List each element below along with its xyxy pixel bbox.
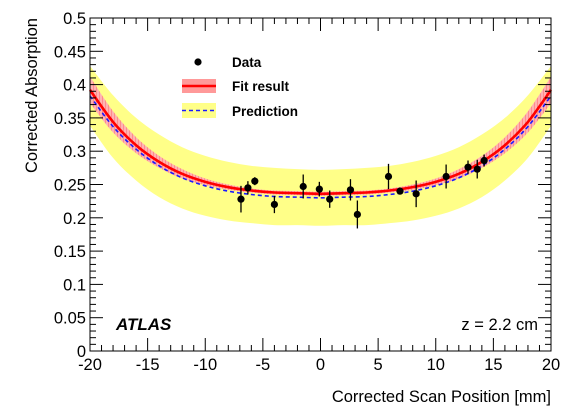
uncertainty-bands	[90, 65, 551, 226]
data-point	[464, 163, 472, 171]
data-point	[315, 185, 323, 193]
y-tick-label: 0.3	[63, 143, 86, 161]
x-tick-label: 10	[427, 356, 445, 374]
data-points	[237, 154, 488, 229]
legend-marker-data	[194, 58, 202, 66]
y-tick-label: 0.45	[54, 43, 86, 61]
data-point	[326, 195, 334, 203]
x-axis-title: Corrected Scan Position [mm]	[332, 388, 551, 406]
y-tick-label: 0.2	[63, 210, 86, 228]
x-axis: -20 -15 -10 -5 0 5 10 15 20	[78, 18, 560, 374]
x-tick-label: 15	[484, 356, 502, 374]
y-tick-label: 0.5	[63, 10, 86, 28]
y-tick-label: 0.25	[54, 177, 86, 195]
x-tick-label: -10	[193, 356, 217, 374]
data-point	[442, 172, 450, 181]
y-axis-title: Corrected Absorption	[23, 18, 41, 173]
prediction-band	[90, 65, 551, 226]
x-tick-label: -20	[78, 356, 102, 374]
data-point	[396, 187, 404, 195]
x-tick-label: 5	[374, 356, 383, 374]
data-point	[473, 165, 481, 173]
x-tick-label: 20	[542, 356, 560, 374]
y-tick-label: 0.35	[54, 110, 86, 128]
data-point	[299, 182, 307, 191]
x-tick-label: -15	[136, 356, 160, 374]
data-point	[384, 172, 393, 181]
y-tick-label: 0.15	[54, 243, 86, 261]
prediction-curve	[89, 95, 552, 199]
data-point	[270, 200, 278, 209]
data-point	[353, 210, 361, 219]
x-tick-label: 0	[316, 356, 325, 374]
y-tick-label: 0.4	[63, 77, 86, 95]
z-depth-label: z = 2.2 cm	[461, 316, 538, 334]
legend: Data Fit result Prediction	[182, 55, 298, 119]
legend-label-data: Data	[232, 55, 262, 70]
legend-label-fit: Fit result	[232, 79, 290, 94]
curves	[88, 89, 553, 199]
fit-curve	[88, 89, 553, 196]
x-tick-label: -5	[256, 356, 271, 374]
data-point	[237, 195, 245, 203]
y-tick-label: 0.05	[54, 310, 86, 328]
data-point	[251, 177, 259, 185]
data-point	[412, 190, 420, 198]
data-point	[244, 184, 252, 192]
data-point	[346, 186, 355, 194]
legend-label-prediction: Prediction	[232, 104, 298, 119]
y-axis: 0 0.05 0.1 0.15 0.2 0.25 0.3 0.35 0.4 0.45 0.5	[54, 10, 551, 361]
data-point	[480, 156, 488, 165]
y-tick-label: 0.1	[63, 276, 86, 294]
y-tick-label: 0	[77, 343, 86, 361]
atlas-label: ATLAS	[115, 315, 172, 334]
